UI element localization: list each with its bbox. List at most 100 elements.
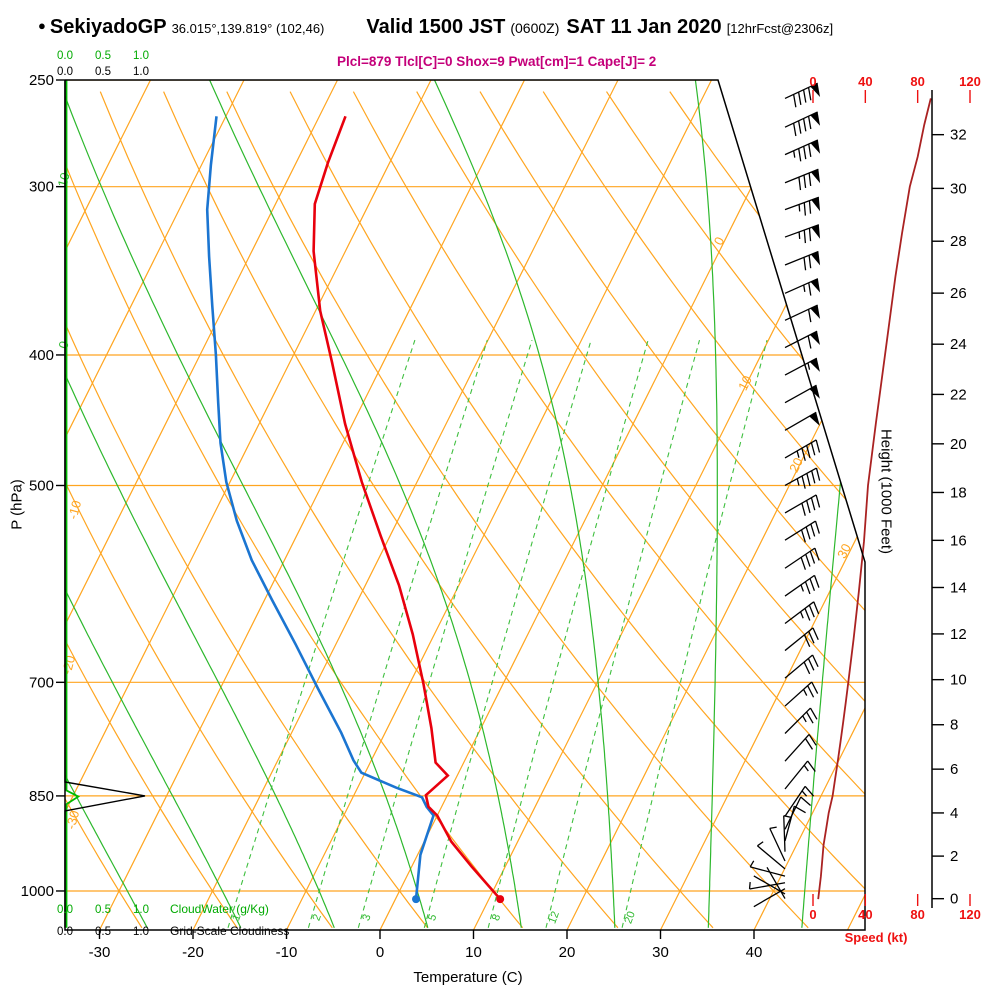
speed-curve [817,98,932,900]
svg-text:40: 40 [858,74,872,89]
svg-text:20: 20 [786,455,806,475]
svg-text:400: 400 [29,347,54,364]
svg-text:28: 28 [950,233,967,250]
svg-text:14: 14 [950,579,967,596]
svg-text:-20: -20 [182,944,204,961]
pressure-axis: 250 300 400 500 700 850 1000 [21,72,65,900]
svg-text:12: 12 [950,626,967,643]
height-axis-title: Height (1000 Feet) [877,428,895,555]
sounding-parameters: Plcl=879 Tlcl[C]=0 Shox=9 Pwat[cm]=1 Cap… [337,54,657,69]
mixing-ratio-labels: 1 2 3 5 8 12 20 [230,910,638,926]
svg-text:120: 120 [959,74,981,89]
cloudwater-legend-label: CloudWater (g/Kg) [170,902,269,916]
cloudwater-scale-bottom: 0.0 0.5 1.0 CloudWater (g/Kg) [48,902,269,916]
isotherm-labels: 0 10 20 30 [711,234,854,560]
svg-text:24: 24 [950,336,967,353]
svg-text:26: 26 [950,285,967,302]
temperature-axis: -30 -20 -10 0 10 20 30 40 [89,930,763,961]
temperature-curve [312,115,505,904]
svg-text:80: 80 [910,907,924,922]
svg-text:40: 40 [746,944,763,961]
cloudiness-scale-bottom: 0.0 0.5 1.0 Grid-Scale Cloudiness [48,924,289,938]
cloudiness-tick: 1.0 [133,926,149,938]
svg-text:250: 250 [29,72,54,89]
pressure-gridlines [65,80,865,892]
svg-text:2: 2 [950,848,958,865]
cloudwater-tick: 1.0 [133,904,149,916]
svg-text:-20: -20 [59,654,78,676]
moist-adiabats [65,80,865,929]
cloudiness-tick: 0.5 [95,66,111,78]
svg-text:5: 5 [426,913,439,923]
svg-text:80: 80 [910,74,924,89]
station-name: SekiyadoGP [49,16,167,38]
cloudiness-tick: 0.5 [95,926,111,938]
svg-text:-30: -30 [89,944,111,961]
svg-text:0: 0 [55,339,71,350]
svg-text:850: 850 [29,788,54,805]
cloudwater-tick: 0.0 [57,904,73,916]
cloudwater-tick: 0.5 [95,904,111,916]
svg-text:18: 18 [950,484,967,501]
speed-axis-title: Speed (kt) [844,930,908,945]
cloudwater-tick: 0.5 [95,50,111,62]
svg-text:10: 10 [735,373,755,393]
svg-text:20: 20 [950,436,967,453]
speed-axis: 0 0 40 40 80 80 120 120 [809,74,980,922]
svg-text:1: 1 [230,913,243,923]
svg-text:1000: 1000 [21,883,54,900]
svg-text:10: 10 [55,171,73,189]
plot-border [64,79,866,931]
svg-text:20: 20 [622,910,637,926]
svg-text:40: 40 [858,907,872,922]
wind-barbs [748,82,821,908]
isotherm-gridlines [65,80,865,930]
adiabat-labels: 10 0 -10 -20 -30 [55,171,85,831]
svg-text:-10: -10 [276,944,298,961]
cloudwater-scale-top: 0.0 0.5 1.0 [48,50,162,62]
svg-text:10: 10 [950,672,967,689]
svg-text:3: 3 [360,913,373,923]
cloudiness-tick: 0.0 [57,66,73,78]
svg-text:22: 22 [950,386,967,403]
cloudiness-tick: 0.0 [57,926,73,938]
svg-text:500: 500 [29,477,54,494]
pressure-axis-title: P (hPa) [8,479,26,530]
cloudwater-trace [65,80,81,928]
svg-text:20: 20 [559,944,576,961]
svg-text:10: 10 [465,944,482,961]
svg-text:0: 0 [376,944,384,961]
dry-adiabats [65,91,865,929]
cloudwater-tick: 1.0 [133,50,149,62]
cloudiness-tick: 1.0 [133,66,149,78]
cloudiness-scale-top: 0.0 0.5 1.0 [48,66,162,78]
svg-text:16: 16 [950,532,967,549]
svg-text:-30: -30 [63,809,82,831]
station-bullet: ● [38,18,46,33]
cloudwater-tick: 0.0 [57,50,73,62]
svg-text:12: 12 [546,910,561,926]
svg-text:8: 8 [490,913,503,923]
dewpoint-curve [205,116,435,904]
svg-text:30: 30 [950,180,967,197]
valid-time: Valid 1500 JST [366,16,506,38]
svg-text:30: 30 [652,944,669,961]
temperature-axis-title: Temperature (C) [413,969,523,986]
svg-text:120: 120 [959,907,981,922]
svg-text:0: 0 [809,74,816,89]
svg-text:0: 0 [950,891,958,908]
svg-text:0: 0 [711,234,728,247]
svg-text:30: 30 [834,541,854,561]
valid-date: SAT 11 Jan 2020 [566,16,722,38]
svg-text:2: 2 [311,913,324,923]
svg-text:6: 6 [950,761,958,778]
svg-text:700: 700 [29,674,54,691]
surface-temperature-dot [496,895,505,904]
svg-text:8: 8 [950,717,958,734]
surface-dewpoint-dot [412,895,421,904]
chart-header: ● SekiyadoGP 36.015°,139.819° (102,46) Vali… [38,16,833,39]
svg-text:4: 4 [950,805,958,822]
